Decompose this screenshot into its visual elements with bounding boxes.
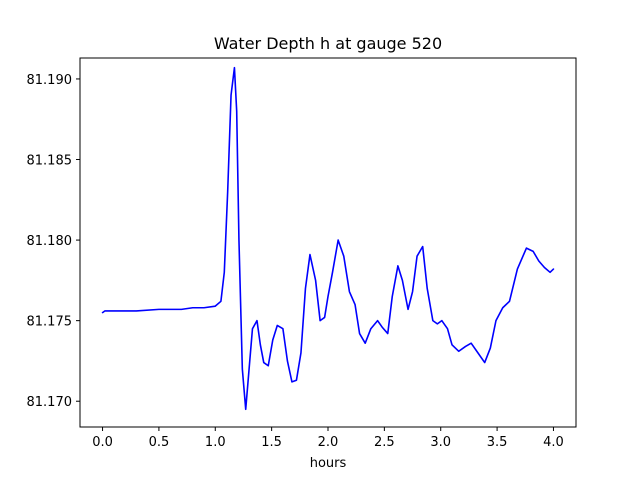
x-tick-label: 0.0 xyxy=(92,435,113,450)
x-tick-label: 4.0 xyxy=(543,435,564,450)
y-axis: 81.170 81.175 81.180 81.185 81.190 xyxy=(27,73,80,410)
x-tick-label: 2.5 xyxy=(374,435,395,450)
y-tick-label: 81.170 xyxy=(27,395,73,410)
plot-area xyxy=(101,66,555,411)
x-tick-label: 1.5 xyxy=(261,435,282,450)
series-line-0 xyxy=(101,66,555,411)
y-tick-label: 81.175 xyxy=(27,315,73,330)
x-axis: 0.0 0.5 1.0 1.5 2.0 2.5 3.0 3.5 4.0 xyxy=(92,427,564,450)
y-tick-label: 81.190 xyxy=(27,73,73,88)
x-tick-label: 1.0 xyxy=(205,435,226,450)
x-tick-label: 2.0 xyxy=(318,435,339,450)
x-axis-label: hours xyxy=(310,456,347,471)
y-tick-label: 81.180 xyxy=(27,234,73,249)
x-tick-label: 3.0 xyxy=(430,435,451,450)
chart-title: Water Depth h at gauge 520 xyxy=(214,34,442,53)
x-tick-label: 3.5 xyxy=(487,435,508,450)
x-tick-label: 0.5 xyxy=(149,435,170,450)
y-tick-label: 81.185 xyxy=(27,154,73,169)
